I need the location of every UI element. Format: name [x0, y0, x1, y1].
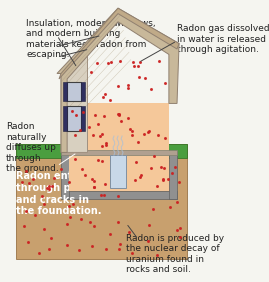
- Bar: [169, 153, 177, 199]
- Polygon shape: [57, 8, 179, 153]
- Polygon shape: [16, 144, 187, 259]
- FancyBboxPatch shape: [67, 82, 82, 101]
- Bar: [65, 191, 177, 199]
- Text: Radon
naturally
diffuses up
through
the ground.: Radon naturally diffuses up through the …: [6, 122, 59, 173]
- Bar: [82, 106, 86, 131]
- Text: Radon enters
through pinholes
and cracks in
the foundation.: Radon enters through pinholes and cracks…: [16, 171, 111, 216]
- Text: Insulation, modern windows,
and modern building
materials keep radon from
escapi: Insulation, modern windows, and modern b…: [26, 19, 156, 59]
- Bar: [63, 106, 67, 131]
- Bar: [69, 103, 169, 153]
- Bar: [110, 155, 126, 188]
- Polygon shape: [61, 49, 87, 153]
- Text: Radon is produced by
the nuclear decay of
uranium found in
rocks and soil.: Radon is produced by the nuclear decay o…: [126, 234, 224, 274]
- Polygon shape: [16, 144, 187, 158]
- Bar: [61, 153, 69, 199]
- FancyBboxPatch shape: [67, 106, 82, 131]
- Text: Radon gas dissolved
in water is released
through agitation.: Radon gas dissolved in water is released…: [177, 25, 269, 54]
- Bar: [69, 153, 169, 191]
- Bar: [82, 82, 86, 101]
- Bar: [63, 82, 67, 101]
- Polygon shape: [59, 8, 179, 79]
- Bar: [61, 150, 177, 155]
